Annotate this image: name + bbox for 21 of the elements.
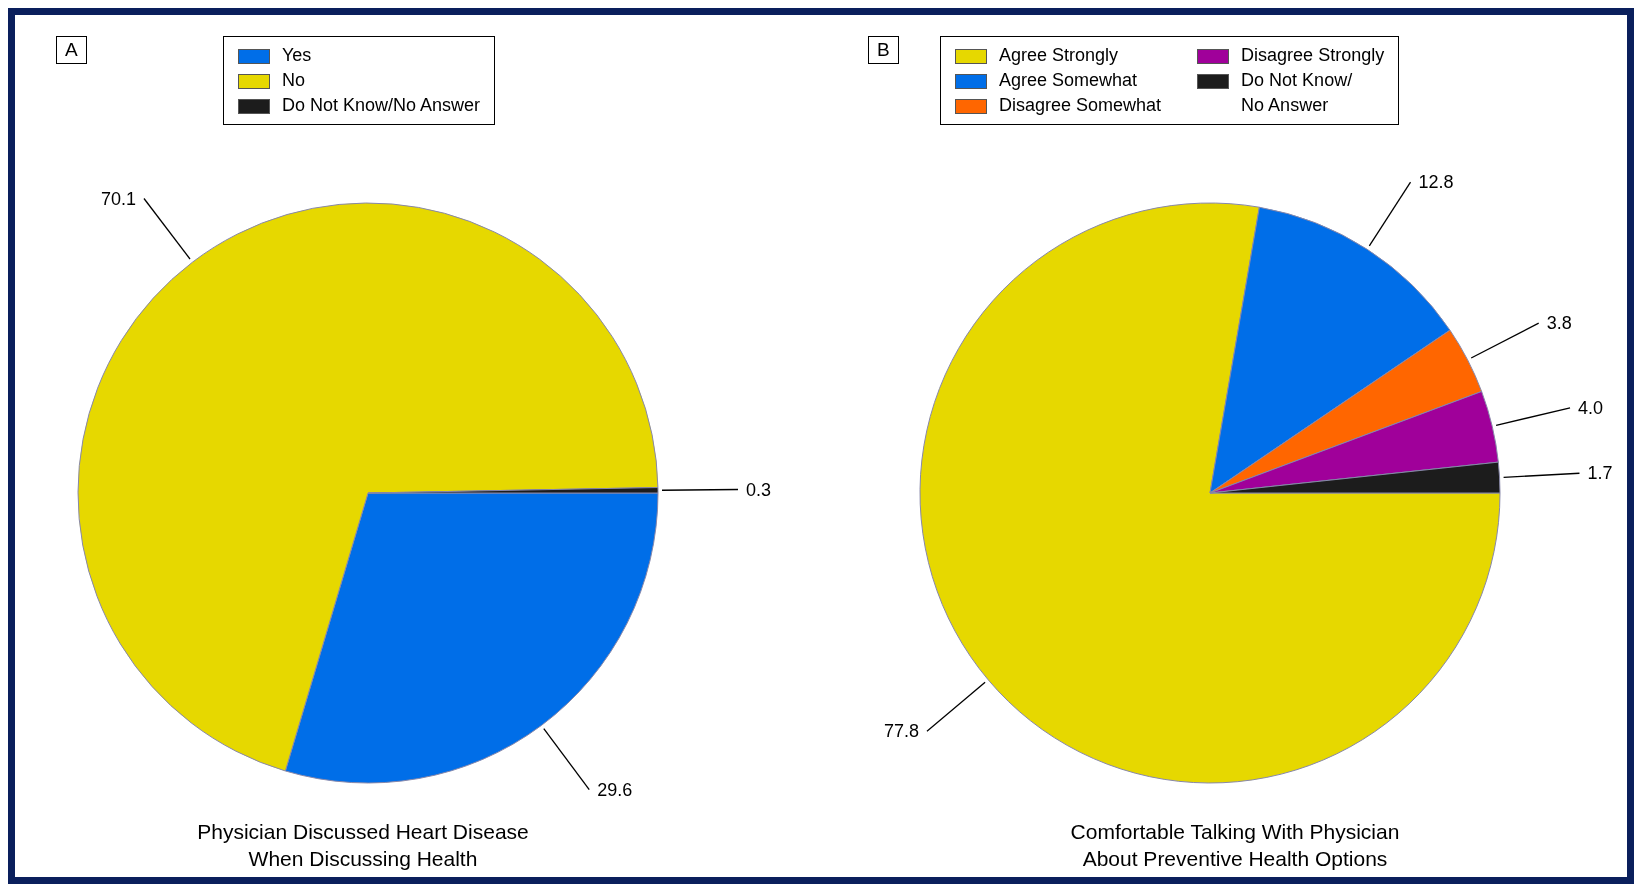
data-label: 77.8 bbox=[883, 721, 919, 742]
data-label: 0.3 bbox=[745, 479, 772, 500]
legend-label: Agree Somewhat bbox=[999, 69, 1138, 92]
legend-label: Do Not Know/No Answer bbox=[282, 94, 481, 117]
data-label: 1.7 bbox=[1587, 463, 1613, 484]
legend-label: Disagree Strongly bbox=[1241, 44, 1385, 67]
data-label: 12.8 bbox=[1418, 172, 1454, 193]
text: Physician Discussed Heart Disease When Discussing Health bbox=[196, 819, 530, 872]
data-label: 70.1 bbox=[100, 188, 136, 209]
text: A bbox=[56, 36, 87, 64]
legend-label: Yes bbox=[282, 44, 312, 67]
data-label: 4.0 bbox=[1578, 397, 1604, 418]
text: Comfortable Talking With Physician About Preventive Health Options bbox=[1069, 819, 1401, 872]
legend-label: Do Not Know/ No Answer bbox=[1241, 69, 1353, 117]
data-label: 3.8 bbox=[1546, 313, 1572, 334]
pie-slice bbox=[919, 202, 1501, 784]
data-label: 29.6 bbox=[597, 779, 633, 800]
legend-label: Disagree Somewhat bbox=[999, 94, 1162, 117]
text: B bbox=[868, 36, 899, 64]
legend-label: No bbox=[282, 69, 306, 92]
legend-label: Agree Strongly bbox=[999, 44, 1119, 67]
